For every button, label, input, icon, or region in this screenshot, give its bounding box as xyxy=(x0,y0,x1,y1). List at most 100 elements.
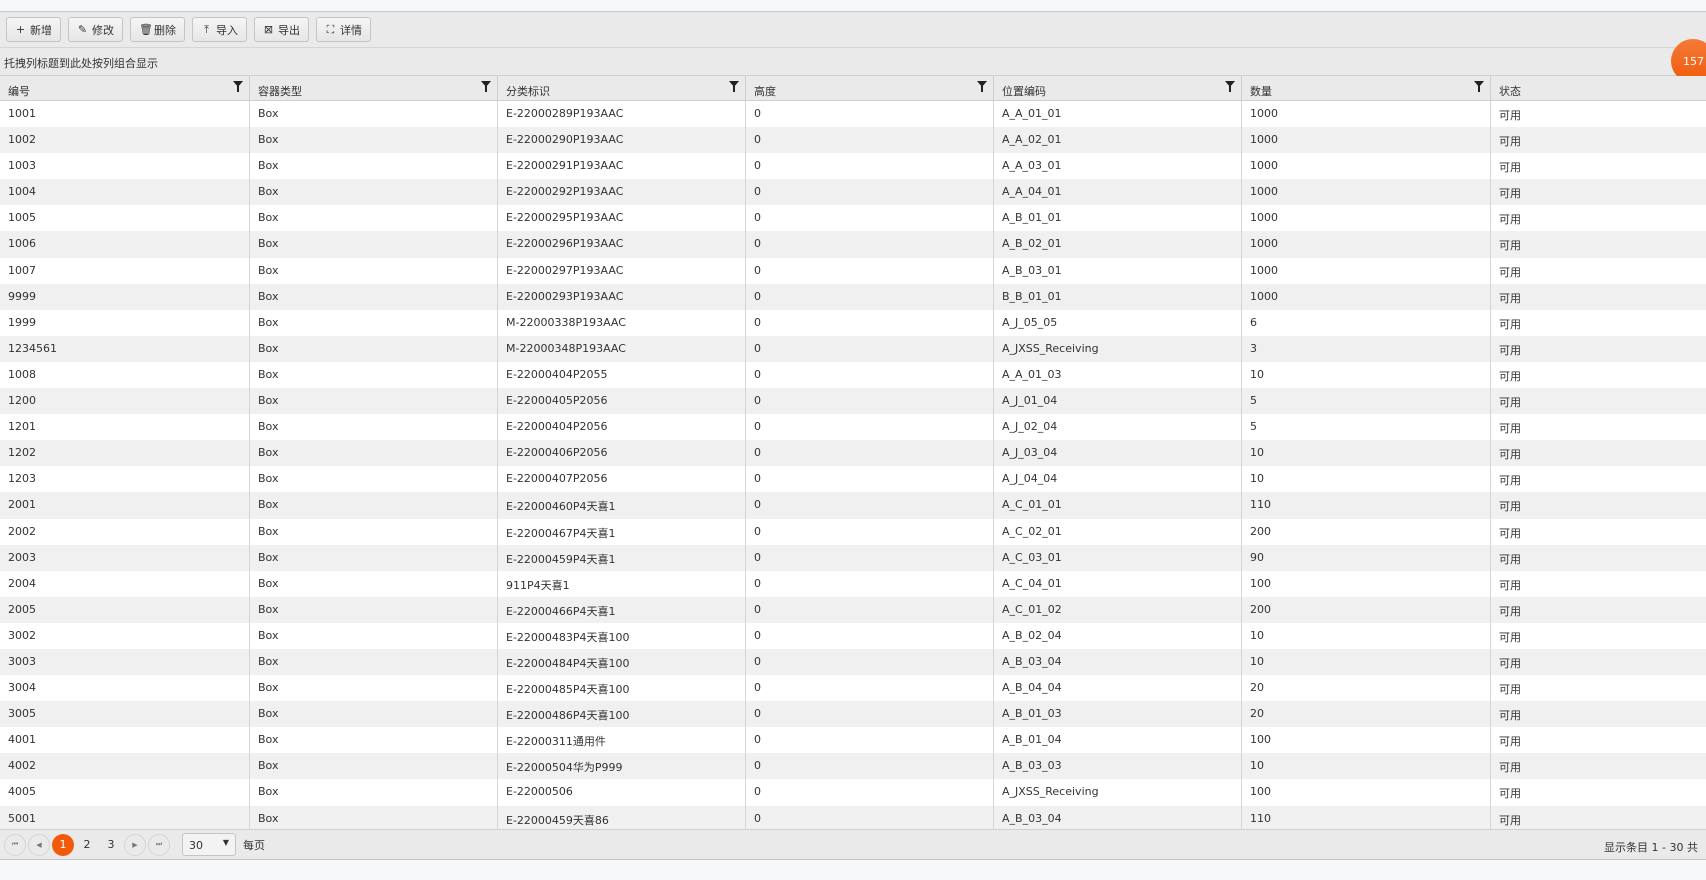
table-row[interactable]: 1202 Box E-22000406P2056 0 A_J_03_04 10 可用 xyxy=(0,440,1706,467)
table-row[interactable]: 2002 Box E-22000467P4天喜1 0 A_C_02_01 200 可用 xyxy=(0,518,1706,545)
table-cell: 200 xyxy=(1242,596,1491,623)
table-row[interactable]: 1999 Box M-22000338P193AAC 0 A_J_05_05 6 可用 xyxy=(0,309,1706,336)
table-cell: 可用 xyxy=(1499,813,1521,827)
column-header[interactable]: 高度 xyxy=(746,76,994,100)
table-cell: Box xyxy=(250,518,498,545)
table-cell: 10 xyxy=(1242,466,1491,493)
first-page-button[interactable]: ⏮ xyxy=(4,833,26,856)
table-row[interactable]: 2004 Box 911P4天喜1 0 A_C_04_01 100 可用 xyxy=(0,570,1706,597)
column-header[interactable]: 编号 xyxy=(0,76,250,100)
pager: ⏮ ◀ 1 2 3 ▶ ⏭ 30 ▼ 每页 显示条目 1 - 30 共 xyxy=(0,829,1706,860)
table-cell: 可用 xyxy=(1499,422,1521,436)
table-cell: M-22000338P193AAC xyxy=(498,309,746,336)
table-row[interactable]: 3004 Box E-22000485P4天喜100 0 A_B_04_04 20 可用 xyxy=(0,675,1706,702)
table-row[interactable]: 1234561 Box M-22000348P193AAC 0 A_JXSS_Recei… xyxy=(0,335,1706,362)
button-label: 导出 xyxy=(278,23,300,37)
page-2-button[interactable]: 2 xyxy=(83,838,91,851)
page-3-button[interactable]: 3 xyxy=(107,838,115,851)
page-size-value: 30 xyxy=(189,839,203,852)
filter-icon[interactable] xyxy=(977,81,987,92)
column-header[interactable]: 位置编码 xyxy=(994,76,1242,100)
notification-badge[interactable]: 157 xyxy=(1671,39,1706,83)
page-size-select[interactable]: 30 ▼ xyxy=(182,833,236,856)
table-cell: Box xyxy=(250,101,498,128)
table-cell: 0 xyxy=(746,101,994,128)
table-row[interactable]: 3002 Box E-22000483P4天喜100 0 A_B_02_04 10 可用 xyxy=(0,622,1706,649)
table-cell: A_C_01_01 xyxy=(994,492,1242,519)
column-header[interactable]: 容器类型 xyxy=(250,76,498,100)
table-cell: 4005 xyxy=(0,779,250,806)
table-row[interactable]: 1004 Box E-22000292P193AAC 0 A_A_04_01 1000 可用 xyxy=(0,179,1706,206)
filter-icon[interactable] xyxy=(233,81,243,92)
toolbar-button-upload[interactable]: ⤒ 导入 xyxy=(192,17,247,42)
next-page-button[interactable]: ▶ xyxy=(124,833,146,856)
table-cell: 100 xyxy=(1242,779,1491,806)
table-cell: E-22000407P2056 xyxy=(498,466,746,493)
filter-icon[interactable] xyxy=(1225,81,1235,92)
pager-info: 显示条目 1 - 30 共 xyxy=(1604,841,1698,854)
table-row[interactable]: 5001 Box E-22000459天喜86 0 A_B_03_04 110 可用 xyxy=(0,805,1706,831)
table-cell: 3002 xyxy=(0,622,250,649)
toolbar-button-excel[interactable]: ⊠ 导出 xyxy=(254,17,309,42)
table-row[interactable]: 1008 Box E-22000404P2055 0 A_A_01_03 10 可用 xyxy=(0,361,1706,389)
table-cell: 1007 xyxy=(0,257,250,284)
table-cell: 1000 xyxy=(1242,153,1491,180)
table-cell: Box xyxy=(250,440,498,467)
table-cell: 可用 xyxy=(1499,578,1521,592)
table-row[interactable]: 2003 Box E-22000459P4天喜1 0 A_C_03_01 90 可用 xyxy=(0,544,1706,571)
toolbar-button-trash[interactable]: 🗑 删除 xyxy=(130,17,185,42)
table-cell: 2003 xyxy=(0,544,250,571)
column-header[interactable]: 状态 xyxy=(1491,76,1706,100)
table-cell: Box xyxy=(250,179,498,206)
table-cell: 可用 xyxy=(1499,187,1521,201)
table-cell: 可用 xyxy=(1499,526,1521,540)
table-row[interactable]: 1007 Box E-22000297P193AAC 0 A_B_03_01 1000 可用 xyxy=(0,257,1706,284)
table-cell: 20 xyxy=(1242,701,1491,728)
table-row[interactable]: 4002 Box E-22000504华为P999 0 A_B_03_03 10 可用 xyxy=(0,753,1706,780)
table-row[interactable]: 1002 Box E-22000290P193AAC 0 A_A_02_01 1000 可用 xyxy=(0,127,1706,154)
table-row[interactable]: 4005 Box E-22000506 0 A_JXSS_Receiving 100 可用 xyxy=(0,779,1706,806)
toolbar-button-plus[interactable]: + 新增 xyxy=(6,17,61,42)
table-cell: 1200 xyxy=(0,388,250,415)
table-cell: 0 xyxy=(746,466,994,493)
filter-icon[interactable] xyxy=(729,81,739,92)
table-row[interactable]: 2001 Box E-22000460P4天喜1 0 A_C_01_01 110 可用 xyxy=(0,492,1706,519)
table-row[interactable]: 3005 Box E-22000486P4天喜100 0 A_B_01_03 20 可用 xyxy=(0,701,1706,728)
filter-icon[interactable] xyxy=(481,81,491,92)
table-cell: E-22000485P4天喜100 xyxy=(498,675,746,702)
pencil-icon: ✎ xyxy=(77,23,88,36)
column-header[interactable]: 数量 xyxy=(1242,76,1491,100)
table-cell: 0 xyxy=(746,753,994,780)
table-cell: Box xyxy=(250,492,498,519)
table-row[interactable]: 1006 Box E-22000296P193AAC 0 A_B_02_01 1000 可用 xyxy=(0,231,1706,258)
table-cell: A_B_03_04 xyxy=(994,805,1242,831)
table-cell: 911P4天喜1 xyxy=(498,570,746,597)
table-row[interactable]: 1201 Box E-22000404P2056 0 A_J_02_04 5 可用 xyxy=(0,414,1706,441)
table-cell: Box xyxy=(250,361,498,389)
table-row[interactable]: 1005 Box E-22000295P193AAC 0 A_B_01_01 1000 可用 xyxy=(0,205,1706,232)
column-header-label: 数量 xyxy=(1250,85,1272,98)
table-row[interactable]: 2005 Box E-22000466P4天喜1 0 A_C_01_02 200 可用 xyxy=(0,596,1706,623)
table-cell: Box xyxy=(250,205,498,232)
table-row[interactable]: 1001 Box E-22000289P193AAC 0 A_A_01_01 1000 可用 xyxy=(0,101,1706,128)
table-row[interactable]: 1200 Box E-22000405P2056 0 A_J_01_04 5 可用 xyxy=(0,388,1706,415)
table-cell: 3 xyxy=(1242,335,1491,362)
toolbar-button-pencil[interactable]: ✎ 修改 xyxy=(68,17,123,42)
column-header[interactable]: 分类标识 xyxy=(498,76,746,100)
group-by-drop-area[interactable]: 托拽列标题到此处按列组合显示 xyxy=(0,48,1706,76)
last-page-button[interactable]: ⏭ xyxy=(148,833,170,856)
table-cell: 10 xyxy=(1242,648,1491,676)
table-row[interactable]: 3003 Box E-22000484P4天喜100 0 A_B_03_04 10 可用 xyxy=(0,648,1706,676)
table-cell: 10 xyxy=(1242,440,1491,467)
page-1-button[interactable]: 1 xyxy=(52,833,74,856)
filter-icon[interactable] xyxy=(1474,81,1484,92)
table-row[interactable]: 4001 Box E-22000311通用件 0 A_B_01_04 100 可用 xyxy=(0,727,1706,754)
prev-page-button[interactable]: ◀ xyxy=(28,833,50,856)
table-row[interactable]: 1003 Box E-22000291P193AAC 0 A_A_03_01 1000 可用 xyxy=(0,153,1706,180)
table-row[interactable]: 9999 Box E-22000293P193AAC 0 B_B_01_01 1000 可用 xyxy=(0,283,1706,310)
toolbar-button-details[interactable]: ⛶ 详情 xyxy=(316,17,371,42)
last-page-icon: ⏭ xyxy=(155,840,163,848)
table-row[interactable]: 1203 Box E-22000407P2056 0 A_J_04_04 10 可用 xyxy=(0,466,1706,493)
table-cell: E-22000404P2056 xyxy=(498,414,746,441)
table-cell: E-22000460P4天喜1 xyxy=(498,492,746,519)
